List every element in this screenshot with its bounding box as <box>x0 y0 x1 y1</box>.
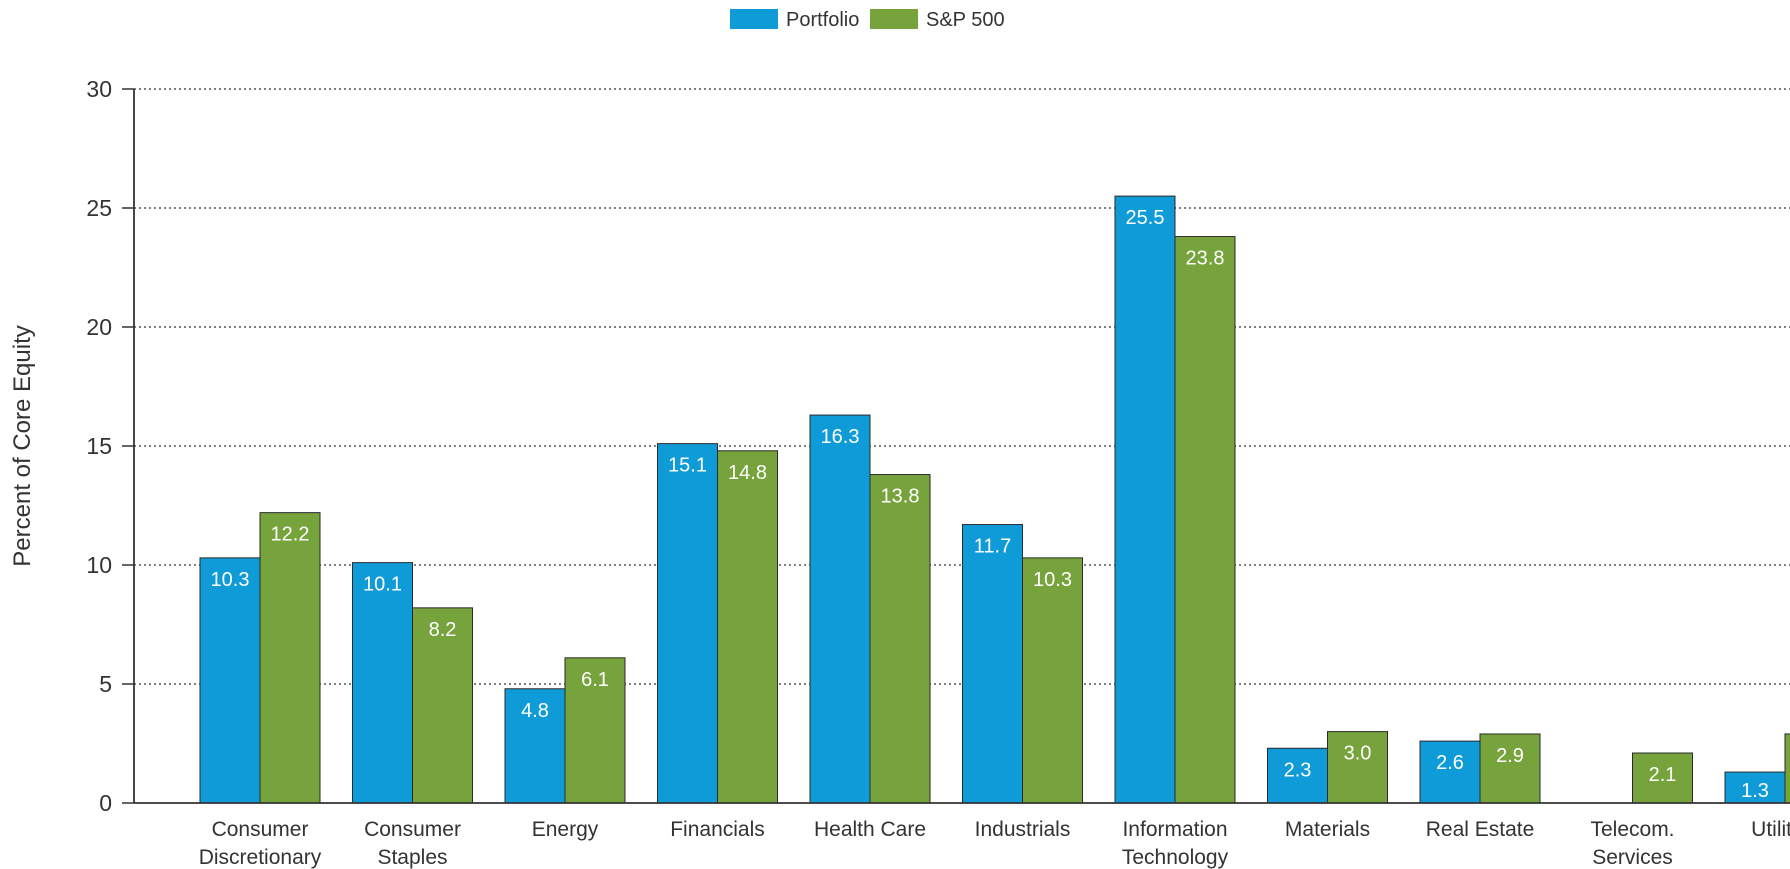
bar-value-label: 12.2 <box>271 524 310 546</box>
y-tick-label: 5 <box>99 671 112 697</box>
bar-sp500 <box>1174 236 1236 804</box>
bar-portfolio <box>199 557 261 804</box>
y-tick-label: 0 <box>99 790 112 816</box>
bar-portfolio <box>504 688 566 804</box>
bar-value-label: 4.8 <box>521 700 549 722</box>
bar-sp500 <box>259 512 321 804</box>
bar-value-label: 2.1 <box>1649 764 1677 786</box>
bar-value-label: 2.3 <box>1284 759 1312 781</box>
legend-swatch-sp500 <box>870 9 918 29</box>
bar-sp500 <box>1784 733 1790 804</box>
bar-value-label: 10.1 <box>363 574 402 596</box>
y-tick-label: 25 <box>86 195 112 221</box>
bar-value-label: 2.6 <box>1436 752 1464 774</box>
bar-value-label: 13.8 <box>881 486 920 508</box>
x-category-label: Discretionary <box>199 846 322 869</box>
bar-sp500 <box>1632 752 1693 804</box>
bar-sp500 <box>717 450 778 804</box>
bar-sp500 <box>1022 557 1083 804</box>
bar-portfolio <box>1724 771 1786 804</box>
bar-portfolio <box>657 443 718 804</box>
bar-sp500 <box>869 474 931 804</box>
bar-portfolio <box>352 562 413 804</box>
bar-value-label: 10.3 <box>1033 569 1072 591</box>
bar-value-label: 1.3 <box>1741 780 1769 802</box>
bar-sp500 <box>564 657 626 804</box>
legend-swatch-portfolio <box>730 9 778 29</box>
x-category-label: Financials <box>670 818 765 841</box>
bar-value-label: 23.8 <box>1186 248 1225 270</box>
bar-portfolio <box>809 414 871 804</box>
bar-portfolio <box>962 524 1023 804</box>
x-category-label: Consumer <box>364 818 461 841</box>
bar-value-label: 8.2 <box>429 619 457 641</box>
bar-portfolio <box>1267 747 1328 804</box>
x-category-label: Materials <box>1285 818 1370 841</box>
bar-sp500 <box>1479 733 1541 804</box>
y-axis-title: Percent of Core Equity <box>9 325 36 566</box>
bar-value-label: 11.7 <box>974 536 1011 558</box>
legend-label-portfolio: Portfolio <box>786 9 859 31</box>
x-category-label: Services <box>1592 846 1673 869</box>
x-category-label: Consumer <box>212 818 309 841</box>
bar-value-label: 15.1 <box>668 455 707 477</box>
x-category-label: Utilities <box>1751 818 1790 841</box>
y-tick-label: 15 <box>86 433 112 459</box>
bar-value-label: 3.0 <box>1344 743 1372 765</box>
bar-value-label: 10.3 <box>211 569 250 591</box>
x-category-label: Real Estate <box>1426 818 1535 841</box>
bar-sp500 <box>412 607 473 804</box>
bar-value-label: 6.1 <box>581 669 609 691</box>
bar-value-label: 14.8 <box>728 462 767 484</box>
x-category-label: Staples <box>377 846 447 869</box>
x-category-label: Industrials <box>975 818 1071 841</box>
x-category-label: Information <box>1122 818 1227 841</box>
x-category-label: Health Care <box>814 818 926 841</box>
bar-portfolio <box>1114 195 1176 804</box>
x-category-label: Technology <box>1122 846 1229 869</box>
bar-value-label: 2.9 <box>1496 745 1524 767</box>
y-tick-label: 20 <box>86 314 112 340</box>
y-tick-label: 30 <box>86 76 112 102</box>
x-category-label: Telecom. <box>1590 818 1674 841</box>
legend-label-sp500: S&P 500 <box>926 9 1005 31</box>
y-tick-label: 10 <box>86 552 112 578</box>
bar-value-label: 25.5 <box>1126 207 1165 229</box>
x-category-label: Energy <box>532 818 599 841</box>
bar-value-label: 16.3 <box>821 426 860 448</box>
